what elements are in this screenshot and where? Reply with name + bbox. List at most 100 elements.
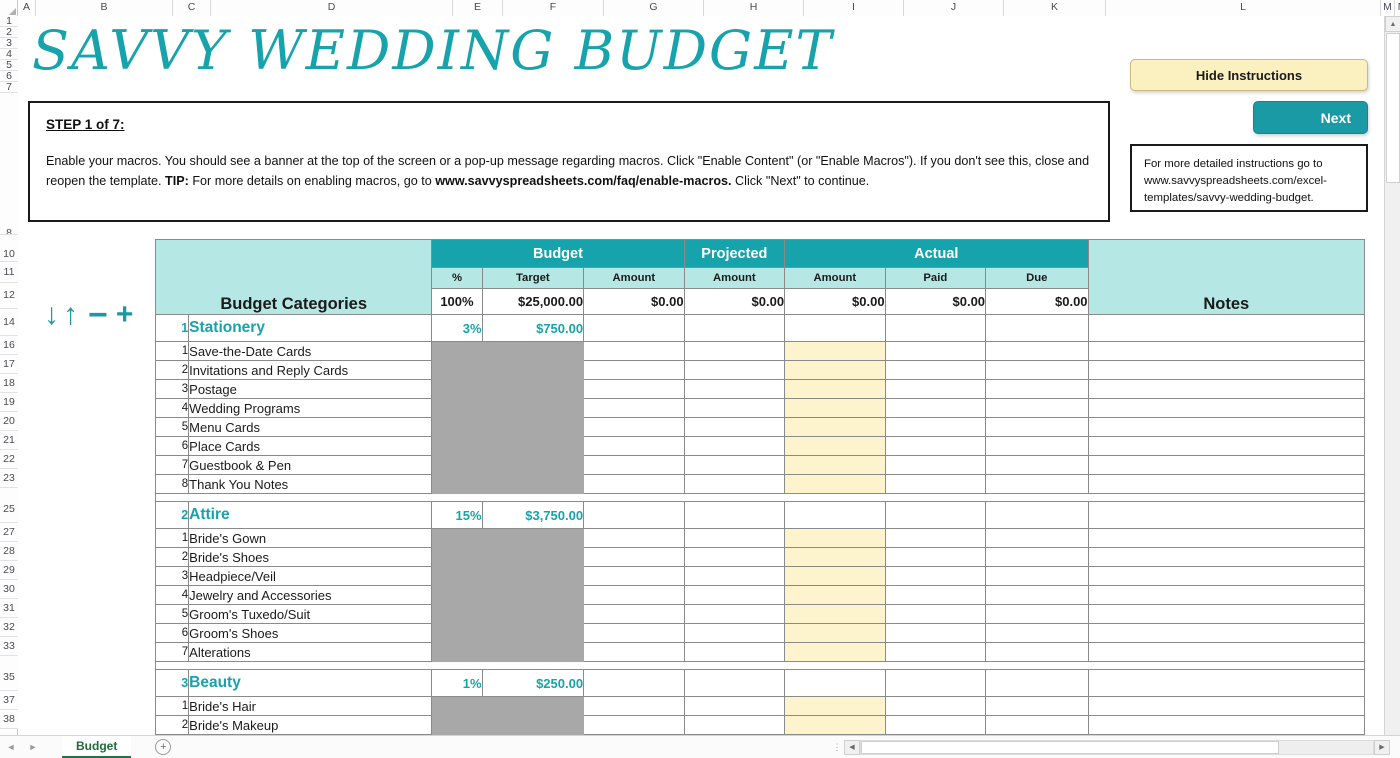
row-header[interactable]: 35 — [0, 664, 18, 691]
item-paid[interactable] — [884, 474, 987, 494]
item-name[interactable]: Place Cards — [188, 436, 433, 456]
item-paid[interactable] — [884, 585, 987, 605]
column-header-I[interactable]: I — [804, 0, 904, 16]
item-budget-amount[interactable] — [583, 417, 685, 437]
item-paid[interactable] — [884, 642, 987, 662]
item-notes[interactable] — [1087, 474, 1366, 494]
category-name[interactable]: Attire — [188, 501, 433, 529]
remove-row-icon[interactable]: − — [88, 296, 108, 334]
row-header[interactable]: 33 — [0, 637, 18, 656]
item-name[interactable]: Invitations and Reply Cards — [188, 360, 433, 380]
item-due[interactable] — [985, 360, 1089, 380]
column-header-L[interactable]: L — [1106, 0, 1381, 16]
item-actual-amount[interactable] — [784, 642, 886, 662]
row-header[interactable]: 20 — [0, 412, 18, 431]
item-due[interactable] — [985, 547, 1089, 567]
item-row[interactable]: 1 Bride's Gown — [154, 528, 1366, 548]
item-notes[interactable] — [1087, 642, 1366, 662]
item-projected-amount[interactable] — [683, 474, 786, 494]
item-notes[interactable] — [1087, 604, 1366, 624]
row-header[interactable]: 30 — [0, 580, 18, 599]
scroll-left-icon[interactable]: ◀ — [844, 739, 860, 755]
category-target[interactable]: $3,750.00 — [481, 501, 585, 529]
item-notes[interactable] — [1087, 379, 1366, 399]
item-due[interactable] — [985, 417, 1089, 437]
row-header[interactable]: 1 — [0, 16, 18, 27]
sheet-tab-budget[interactable]: Budget — [62, 736, 132, 758]
spreadsheet-canvas[interactable]: SAVVY WEDDING BUDGET STEP 1 of 7: Enable… — [18, 16, 1382, 735]
item-paid[interactable] — [884, 604, 987, 624]
item-projected-amount[interactable] — [683, 417, 786, 437]
item-notes[interactable] — [1087, 436, 1366, 456]
item-name[interactable]: Bride's Hair — [188, 696, 433, 716]
scroll-right-icon[interactable]: ▶ — [1374, 739, 1390, 755]
item-name[interactable]: Wedding Programs — [188, 398, 433, 418]
item-paid[interactable] — [884, 360, 987, 380]
column-header-K[interactable]: K — [1004, 0, 1106, 16]
item-due[interactable] — [985, 715, 1089, 735]
item-budget-amount[interactable] — [583, 360, 685, 380]
category-projected-amount[interactable] — [683, 669, 786, 697]
item-paid[interactable] — [884, 696, 987, 716]
item-due[interactable] — [985, 566, 1089, 586]
category-target[interactable]: $750.00 — [481, 314, 585, 342]
item-actual-amount[interactable] — [784, 604, 886, 624]
item-projected-amount[interactable] — [683, 398, 786, 418]
item-budget-amount[interactable] — [583, 455, 685, 475]
item-row[interactable]: 1 Save-the-Date Cards — [154, 341, 1366, 361]
item-budget-amount[interactable] — [583, 642, 685, 662]
item-name[interactable]: Groom's Shoes — [188, 623, 433, 643]
item-paid[interactable] — [884, 528, 987, 548]
category-actual-amount[interactable] — [784, 501, 886, 529]
category-projected-amount[interactable] — [683, 314, 786, 342]
horizontal-scroll-track[interactable] — [860, 739, 1374, 755]
category-actual-amount[interactable] — [784, 669, 886, 697]
item-budget-amount[interactable] — [583, 398, 685, 418]
item-actual-amount[interactable] — [784, 528, 886, 548]
item-name[interactable]: Thank You Notes — [188, 474, 433, 494]
horizontal-scroll-thumb[interactable] — [861, 740, 1279, 754]
category-row[interactable]: 1 Stationery 3% $750.00 — [154, 314, 1366, 342]
item-budget-amount[interactable] — [583, 696, 685, 716]
item-row[interactable]: 7 Alterations — [154, 642, 1366, 662]
item-due[interactable] — [985, 341, 1089, 361]
row-header[interactable]: 18 — [0, 374, 18, 393]
item-notes[interactable] — [1087, 360, 1366, 380]
item-paid[interactable] — [884, 455, 987, 475]
next-button[interactable]: Next — [1253, 101, 1368, 134]
move-down-icon[interactable]: ↓ — [44, 298, 59, 331]
category-budget-amount[interactable] — [583, 501, 685, 529]
item-projected-amount[interactable] — [683, 566, 786, 586]
item-actual-amount[interactable] — [784, 623, 886, 643]
item-paid[interactable] — [884, 623, 987, 643]
item-due[interactable] — [985, 623, 1089, 643]
item-actual-amount[interactable] — [784, 398, 886, 418]
item-actual-amount[interactable] — [784, 455, 886, 475]
item-paid[interactable] — [884, 547, 987, 567]
item-row[interactable]: 4 Wedding Programs — [154, 398, 1366, 418]
category-due[interactable] — [985, 501, 1089, 529]
category-notes[interactable] — [1087, 314, 1366, 342]
item-projected-amount[interactable] — [683, 360, 786, 380]
item-paid[interactable] — [884, 341, 987, 361]
item-budget-amount[interactable] — [583, 474, 685, 494]
item-notes[interactable] — [1087, 696, 1366, 716]
item-projected-amount[interactable] — [683, 715, 786, 735]
item-name[interactable]: Menu Cards — [188, 417, 433, 437]
item-name[interactable]: Alterations — [188, 642, 433, 662]
item-budget-amount[interactable] — [583, 379, 685, 399]
item-budget-amount[interactable] — [583, 623, 685, 643]
item-name[interactable]: Guestbook & Pen — [188, 455, 433, 475]
category-target[interactable]: $250.00 — [481, 669, 585, 697]
hide-instructions-button[interactable]: Hide Instructions — [1130, 59, 1368, 91]
category-due[interactable] — [985, 314, 1089, 342]
column-header-N[interactable]: N — [1395, 0, 1400, 16]
row-header[interactable]: 5 — [0, 60, 18, 71]
item-row[interactable]: 6 Place Cards — [154, 436, 1366, 456]
scroll-up-icon[interactable]: ▲ — [1385, 16, 1400, 32]
item-due[interactable] — [985, 642, 1089, 662]
item-notes[interactable] — [1087, 417, 1366, 437]
add-sheet-icon[interactable]: + — [155, 739, 172, 755]
item-notes[interactable] — [1087, 623, 1366, 643]
row-header[interactable]: 28 — [0, 542, 18, 561]
